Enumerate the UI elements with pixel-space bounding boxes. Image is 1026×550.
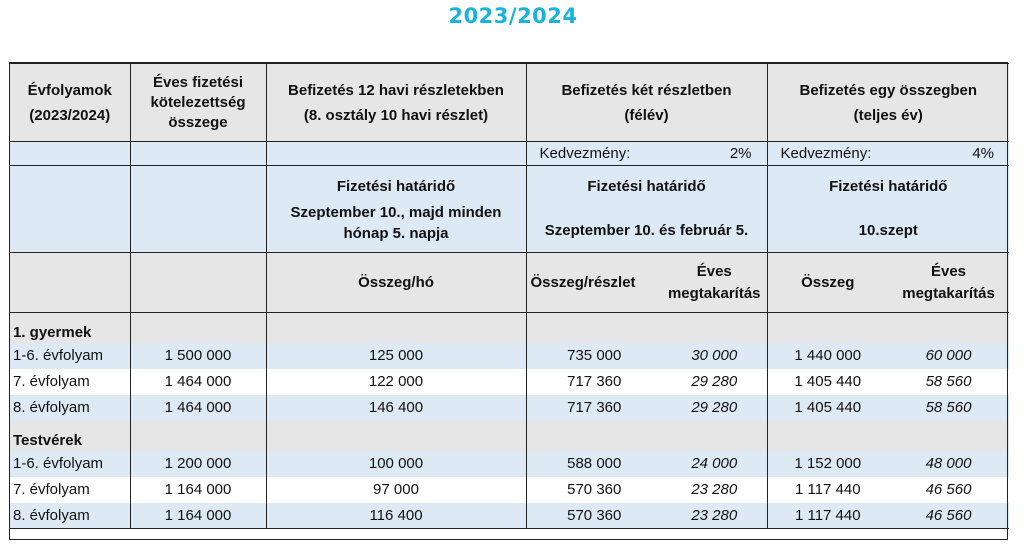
table-row: 8. évfolyam 1 464 000 146 400 717 360 29… [10,394,1010,421]
header-grades: Évfolyamok (2023/2024) [10,63,130,142]
group-row: Testvérek [10,420,1010,451]
subheader-two-savings: Éves megtakarítás [662,252,768,313]
page-title: 2023/2024 [448,4,578,28]
subheader-one-amount: Összeg [766,252,889,313]
deadline-one: Fizetési határidő 10.szept [766,165,1010,253]
table-row: 8. évfolyam 1 164 000 116 400 570 360 23… [10,502,1010,529]
discount-one: Kedvezmény: 4% [766,141,1010,166]
deadline-monthly: Fizetési határidő Szeptember 10., majd m… [265,165,526,253]
subheader-monthly: Összeg/hó [265,252,526,313]
group-row: 1. gyermek [10,312,1010,343]
subheader-two-amount: Összeg/részlet [525,252,662,313]
table-row: 1-6. évfolyam 1 200 000 100 000 588 000 … [10,450,1010,477]
subheader-row: Összeg/hó Összeg/részlet Éves megtakarítá… [10,252,1010,313]
discount-two: Kedvezmény: 2% [525,141,768,166]
group-label: 1. gyermek [10,312,130,343]
header-two-installments: Befizetés két részletben (félév) [525,63,768,142]
group-label: Testvérek [10,420,130,451]
header-one-payment: Befizetés egy összegben (teljes év) [766,63,1010,142]
header-annual: Éves fizetési kötelezettség összege [129,63,266,142]
discount-row: Kedvezmény: 2% Kedvezmény: 4% [10,141,1010,166]
subheader-one-savings: Éves megtakarítás [888,252,1010,313]
header-row: Évfolyamok (2023/2024) Éves fizetési kötel… [10,63,1010,142]
table-row: 7. évfolyam 1 464 000 122 000 717 360 29… [10,368,1010,395]
fee-table: Évfolyamok (2023/2024) Éves fizetési kötel… [10,63,1010,529]
deadline-two: Fizetési határidő Szeptember 10. és febr… [525,165,768,253]
header-monthly: Befizetés 12 havi részletekben (8. osztál… [265,63,526,142]
table-row: 7. évfolyam 1 164 000 97 000 570 360 23 … [10,476,1010,503]
deadline-row: Fizetési határidő Szeptember 10., majd m… [10,165,1010,253]
table-row: 1-6. évfolyam 1 500 000 125 000 735 000 … [10,342,1010,369]
